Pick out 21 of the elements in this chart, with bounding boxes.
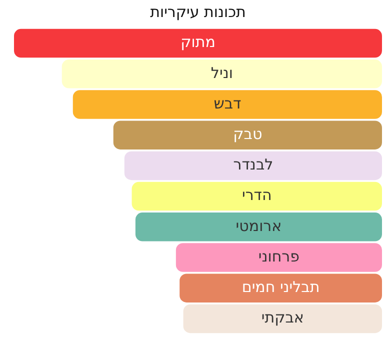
bar [124,151,382,180]
y-tick-label: הדרי [242,186,272,204]
y-tick-label: פרחוני [258,247,300,266]
y-tick-label: לבנדר [233,156,274,174]
bar [72,90,382,119]
y-tick-label: אבקתי [261,308,304,327]
chart-title: תכונות עיקריות [150,2,246,21]
y-tick-label: וניל [210,64,233,82]
bar [132,182,382,211]
bar [113,120,382,150]
bar [14,28,382,58]
y-tick-label: דבש [214,94,242,112]
bar [183,304,382,334]
y-tick-label: מתוק [180,33,216,52]
y-tick-label: ארומטי [236,216,282,235]
bar [176,243,382,272]
bar [135,212,382,242]
y-tick-label: תבליני חמים [242,278,320,296]
bar [180,274,382,302]
y-tick-label: טבק [233,124,262,143]
bar [62,60,382,88]
